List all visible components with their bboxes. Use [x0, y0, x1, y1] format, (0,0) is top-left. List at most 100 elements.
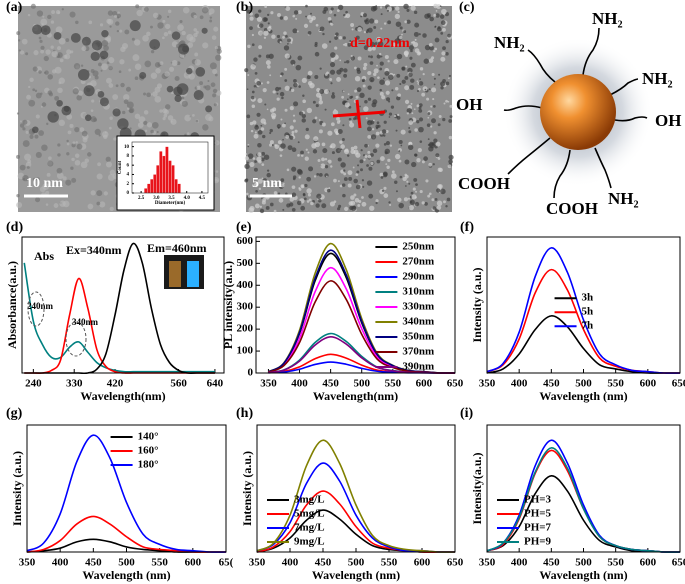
bar — [144, 188, 148, 194]
texture — [150, 49, 155, 54]
texture — [370, 55, 373, 59]
texture — [69, 11, 76, 18]
texture — [410, 78, 415, 83]
texture — [416, 104, 420, 108]
texture — [421, 92, 426, 97]
texture — [94, 128, 101, 136]
texture — [279, 74, 282, 78]
texture — [362, 13, 367, 18]
texture — [448, 77, 450, 80]
texture — [434, 37, 440, 43]
texture — [302, 99, 306, 104]
texture — [412, 187, 416, 191]
texture — [126, 107, 130, 111]
texture — [256, 112, 261, 117]
texture — [344, 42, 348, 47]
texture — [291, 147, 297, 152]
texture — [22, 127, 26, 131]
texture — [390, 105, 395, 109]
texture — [272, 107, 277, 112]
texture — [99, 23, 104, 27]
texture — [194, 59, 201, 66]
texture — [205, 84, 211, 91]
texture — [291, 192, 297, 198]
texture — [440, 20, 446, 26]
texture — [340, 144, 345, 149]
texture — [256, 81, 261, 86]
texture — [370, 134, 377, 140]
texture — [424, 13, 430, 19]
texture — [400, 144, 403, 147]
texture — [259, 23, 264, 28]
texture — [315, 203, 320, 208]
diagram-labels: NH₂ NH₂ NH₂ OH OH NH₂ COOH COOH — [456, 9, 681, 218]
texture — [129, 127, 132, 130]
texture — [350, 195, 355, 200]
texture — [408, 205, 415, 211]
texture — [119, 29, 123, 33]
texture — [364, 100, 368, 104]
x-tick-label: 330 — [66, 378, 83, 390]
texture — [359, 105, 361, 108]
texture — [58, 77, 65, 84]
texture — [449, 115, 453, 119]
texture — [351, 28, 354, 31]
texture — [391, 170, 395, 174]
texture — [412, 41, 419, 48]
texture — [271, 34, 276, 39]
x-axis-label: Wavelength(nm) — [80, 389, 165, 403]
texture — [108, 65, 113, 71]
texture — [112, 10, 118, 16]
texture — [273, 191, 278, 195]
texture — [331, 92, 335, 95]
legend-label: 340nm — [402, 316, 434, 328]
texture — [260, 157, 265, 162]
texture — [35, 114, 40, 119]
texture — [410, 5, 416, 11]
texture — [59, 58, 64, 63]
line — [486, 449, 681, 553]
texture — [269, 202, 274, 207]
texture — [214, 140, 220, 146]
texture — [432, 98, 435, 101]
texture — [365, 117, 368, 120]
texture — [350, 200, 356, 206]
y-tick-label: 600 — [237, 235, 254, 247]
texture — [199, 15, 204, 20]
texture — [435, 13, 440, 18]
texture — [427, 194, 431, 198]
panel-label: (d) — [6, 220, 23, 235]
texture — [388, 74, 394, 80]
texture — [394, 13, 400, 19]
texture — [355, 95, 359, 99]
texture — [333, 13, 337, 17]
texture — [163, 113, 168, 118]
texture — [266, 172, 271, 178]
texture — [366, 180, 373, 186]
vial — [187, 261, 199, 287]
texture — [321, 122, 326, 127]
texture — [428, 192, 432, 196]
texture — [363, 30, 367, 34]
texture — [290, 88, 295, 93]
texture — [381, 189, 385, 192]
texture — [395, 129, 398, 132]
texture — [395, 190, 398, 193]
texture — [297, 141, 300, 144]
texture — [163, 32, 169, 37]
texture — [126, 101, 134, 109]
texture — [404, 99, 410, 104]
texture — [404, 85, 410, 91]
texture — [449, 104, 453, 108]
texture — [181, 96, 185, 100]
texture — [56, 167, 63, 174]
texture — [93, 117, 98, 122]
texture — [281, 123, 286, 128]
texture — [19, 164, 26, 171]
texture — [380, 13, 383, 16]
texture — [41, 102, 47, 107]
texture — [339, 140, 343, 144]
texture — [113, 137, 117, 141]
texture — [389, 144, 393, 147]
texture — [434, 25, 437, 28]
